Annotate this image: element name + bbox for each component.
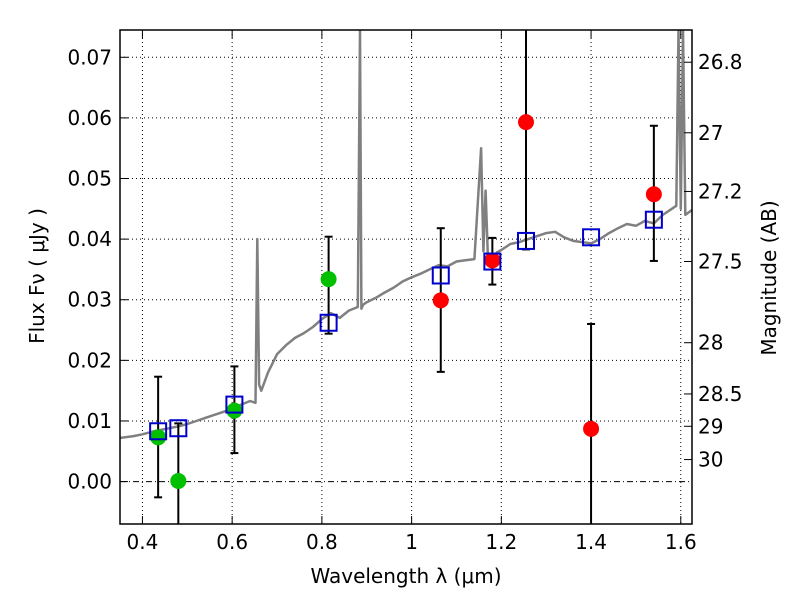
data-markers (149, 114, 663, 489)
model-square-marker (225, 395, 244, 414)
template-spectrum (120, 30, 692, 440)
magnitude-tick-label: 27.5 (698, 249, 743, 273)
red-data-point (518, 114, 535, 131)
x-tick-label: 1 (405, 530, 418, 554)
magnitude-tick-label: 30 (698, 448, 723, 472)
y-axis-title: Flux Fν ( μJy ) (25, 208, 49, 344)
y-tick-label: 0.01 (67, 409, 112, 433)
model-square-marker (149, 422, 168, 441)
x-tick-label: 0.8 (306, 530, 338, 554)
x-tick-label: 1.6 (665, 530, 697, 554)
model-square-marker (483, 252, 502, 271)
model-square-marker (582, 228, 601, 247)
model-square-marker (431, 266, 450, 285)
model-square-marker (169, 419, 188, 438)
model-square-marker (319, 313, 338, 332)
y-tick-label: 0.04 (67, 227, 112, 251)
y-tick-label: 0.02 (67, 348, 112, 372)
error-bars (154, 30, 658, 524)
y-tick-label: 0.03 (67, 288, 112, 312)
red-data-point (645, 186, 662, 203)
green-data-point (320, 271, 337, 288)
magnitude-tick-label: 26.8 (698, 50, 743, 74)
model-square-marker (517, 231, 536, 250)
magnitude-tick-label: 27 (698, 121, 723, 145)
model-square-marker (644, 210, 663, 229)
grid-lines (120, 30, 692, 524)
y-axis-ticks: 0.00 0.01 0.02 0.03 0.04 0.05 0.06 0.07 (67, 45, 128, 494)
magnitude-tick-label: 28.5 (698, 382, 743, 406)
template-spectrum-line (120, 30, 692, 440)
magnitude-tick-label: 29 (698, 414, 723, 438)
y-tick-label: 0.00 (67, 470, 112, 494)
y-tick-label: 0.05 (67, 167, 112, 191)
green-data-point (226, 402, 243, 419)
plot-area (120, 30, 692, 524)
plot-frame (119, 29, 693, 525)
red-data-point (432, 292, 449, 309)
plot-border (119, 29, 693, 525)
x-tick-label: 1.4 (575, 530, 607, 554)
x-axis-ticks: 0.4 0.6 0.8 1 1.2 1.4 1.6 (127, 30, 697, 554)
magnitude-tick-label: 27.2 (698, 179, 743, 203)
x-tick-label: 0.4 (127, 530, 159, 554)
x-tick-label: 0.6 (216, 530, 248, 554)
magnitude-axis-ticks: 26.8 27 27.2 27.5 28 28.5 29 30 (684, 50, 743, 472)
red-data-point (484, 252, 501, 269)
y-tick-label: 0.07 (67, 45, 112, 69)
magnitude-tick-label: 28 (698, 331, 723, 355)
magnitude-axis-title: Magnitude (AB) (757, 200, 781, 355)
x-tick-label: 1.2 (485, 530, 517, 554)
green-data-point (170, 472, 187, 489)
x-axis-title: Wavelength λ (μm) (310, 564, 501, 588)
red-data-point (583, 420, 600, 437)
y-tick-label: 0.06 (67, 106, 112, 130)
green-data-point (150, 429, 167, 446)
